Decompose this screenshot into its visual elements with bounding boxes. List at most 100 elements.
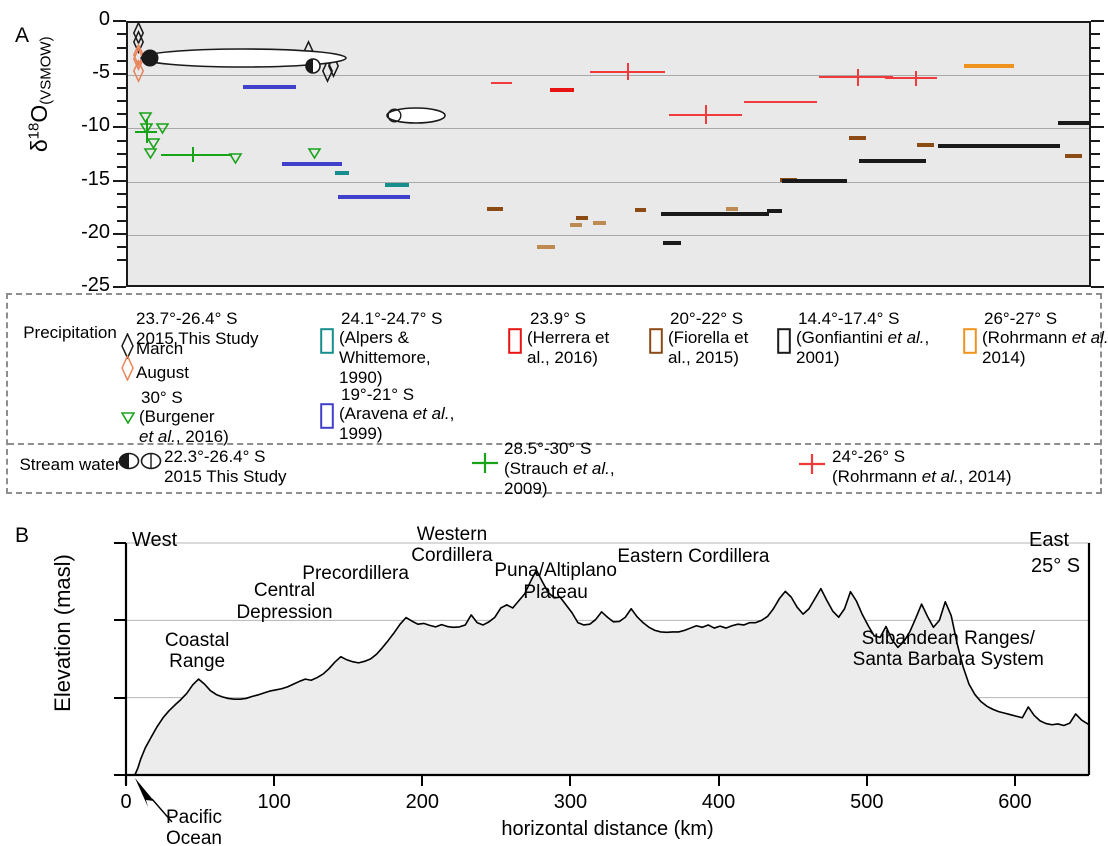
data-box <box>550 87 574 92</box>
burgener-triangle-marker <box>228 152 242 165</box>
panel-a-ytick-label: 0 <box>98 8 110 30</box>
panel-a-ytick-major <box>113 126 126 129</box>
panel-a-ytick-major <box>113 286 126 288</box>
data-box <box>1058 120 1089 125</box>
panel-b-letter: B <box>15 524 30 547</box>
panel-a-ytick-major <box>113 179 126 182</box>
this-study-august-diamond <box>132 42 144 67</box>
panel-b-terrain-label: Coastal Range <box>164 629 230 672</box>
this-study-march-diamond <box>321 58 333 83</box>
legend-symbol-burgener-triangle <box>120 411 136 429</box>
burgener-triangle-marker <box>146 137 160 150</box>
burgener-triangle-marker <box>138 112 152 124</box>
burgener-triangle-marker <box>143 148 157 160</box>
data-box <box>385 182 409 187</box>
panel-b-xtick <box>273 775 276 786</box>
data-box <box>338 195 410 200</box>
panel-a-ytick-major <box>113 73 126 76</box>
legend-label-this-study-header: 23.7°-26.4° S 2015 This Study <box>136 309 259 348</box>
panel-a-ytick-major <box>113 232 126 235</box>
panel-b-xtick <box>1013 775 1016 786</box>
legend-label-rohrmann-precip-header: 26°-27° S <box>984 309 1058 328</box>
panel-b-xtick <box>569 775 572 786</box>
panel-a-ytick-minor <box>117 99 126 102</box>
panel-b-terrain-label: Eastern Cordillera <box>617 545 770 567</box>
data-box <box>726 207 738 212</box>
gridline--5 <box>128 75 1089 77</box>
panel-a-ytick-right-minor <box>1091 192 1100 195</box>
legend-label-stream-this-study: 22.3°-26.4° S 2015 This Study <box>164 447 287 486</box>
panel-b-x-axis-label: horizontal distance (km) <box>501 818 714 840</box>
legend-symbol-fiorella-box <box>649 328 663 359</box>
panel-a-ytick-right-minor <box>1091 33 1100 36</box>
panel-b-xtick-label: 200 <box>405 791 439 813</box>
panel-a-ytick-label: -10 <box>81 114 110 137</box>
legend-symbol-stream-ellipses <box>118 451 164 476</box>
panel-a-plot-area <box>126 21 1091 287</box>
stream-whisker-h <box>744 100 817 103</box>
legend-label-gonfiantini: (Gonfiantini et al., 2001) <box>796 328 930 367</box>
legend-label-alpers: (Alpers & Whittemore, 1990) <box>339 328 431 387</box>
panel-a-ytick-minor <box>117 259 126 262</box>
panel-a-ytick-right-minor <box>1091 139 1100 142</box>
panel-a-ytick-right-minor <box>1091 259 1100 262</box>
gridline--15 <box>128 181 1089 183</box>
data-box <box>859 159 926 164</box>
legend-symbol-rohrmann-precip-box <box>963 328 977 359</box>
panel-b-xtick <box>865 775 868 786</box>
legend-symbol-herrera-box <box>508 328 522 359</box>
strauch-whisker-h <box>161 153 232 156</box>
data-box <box>635 208 646 213</box>
data-box <box>782 179 847 184</box>
gridline--20 <box>128 234 1089 236</box>
data-box <box>537 245 555 250</box>
this-study-august-diamond <box>132 58 144 83</box>
legend-label-herrera: (Herrera et al., 2016) <box>527 328 610 367</box>
panel-a-ytick-minor <box>117 192 126 195</box>
legend-label-fiorella-header: 20°-22° S <box>670 309 744 328</box>
panel-a-ytick-label: -5 <box>92 61 110 84</box>
legend-label-aravena: (Aravena et al., 1999) <box>339 404 455 443</box>
legend-symbol-august-diamond <box>121 354 134 386</box>
panel-a-ytick-right-minor <box>1091 86 1100 89</box>
legend-symbol-gonfiantini-box <box>777 328 791 359</box>
data-box <box>282 162 342 167</box>
panel-a-ytick-right-major <box>1091 179 1104 182</box>
panel-b-xtick-label: 100 <box>257 791 291 813</box>
panel-a-ytick-right-minor <box>1091 113 1100 116</box>
panel-a-ytick-label: -20 <box>81 220 110 243</box>
data-box <box>593 220 606 225</box>
legend-label-alpers-header: 24.1°-24.7° S <box>341 309 443 328</box>
stream-water-ellipse <box>305 57 321 74</box>
panel-a-ytick-right-minor <box>1091 46 1100 49</box>
data-box <box>335 170 349 175</box>
data-box <box>917 143 934 148</box>
panel-a-ytick-right-major <box>1091 20 1104 22</box>
panel-a-ytick-label: -15 <box>81 167 110 190</box>
panel-b-xtick <box>717 775 720 786</box>
panel-a-ytick-right-minor <box>1091 99 1100 102</box>
panel-a-ytick-minor <box>117 86 126 89</box>
legend-symbol-alpers-box <box>320 328 334 359</box>
panel-a-ytick-minor <box>117 113 126 116</box>
panel-b-west-label: West <box>132 529 178 551</box>
panel-a-ytick-right-minor <box>1091 59 1100 62</box>
panel-a-ytick-right-major <box>1091 73 1104 76</box>
data-box <box>570 223 582 228</box>
panel-a-ytick-minor <box>117 153 126 155</box>
panel-b-y-axis-label: Elevation (masl) <box>50 554 75 712</box>
legend-box: Precipitation Stream water 23.7°-26.4° S… <box>6 293 1108 498</box>
legend-label-burgener: (Burgener et al., 2016) <box>139 407 229 446</box>
legend-label-rohrmann-precip: (Rohrmann et al.,2014) <box>982 328 1108 367</box>
strauch-whisker-v <box>192 147 194 163</box>
panel-b-east-label: East <box>1029 529 1070 551</box>
legend-symbol-aravena-box <box>320 403 334 434</box>
panel-a-ytick-minor <box>117 59 126 62</box>
this-study-august-diamond <box>132 47 144 72</box>
legend-label-rohrmann-stream: 24°-26° S (Rohrmann et al., 2014) <box>832 447 1012 486</box>
panel-b-xtick-label: 300 <box>553 791 588 813</box>
panel-a-ytick-major <box>113 20 126 22</box>
strauch-whisker-v <box>146 118 148 144</box>
legend-label-herrera-header: 23.9° S <box>530 309 586 328</box>
